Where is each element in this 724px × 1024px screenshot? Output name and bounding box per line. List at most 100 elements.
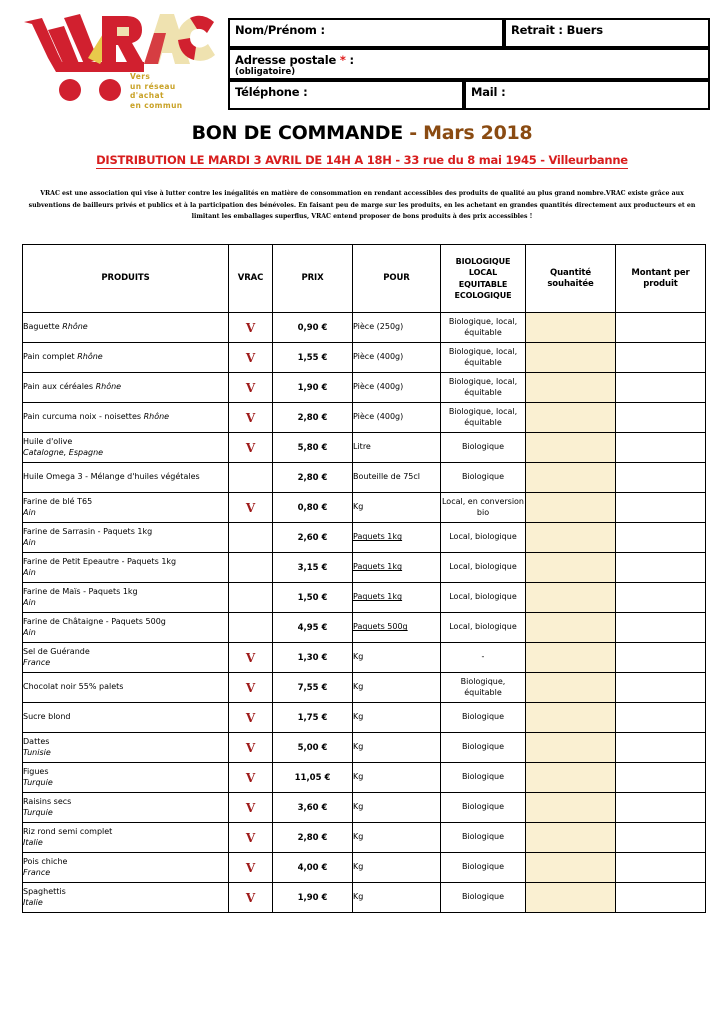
table-row: Pois chiche France V 4,00 € Kg Biologique [22,852,706,883]
cell-quantite-input[interactable] [525,432,616,463]
header-montant-line-1: Montant per [631,267,690,278]
cell-montant-input[interactable] [615,612,706,643]
cell-prix: 1,75 € [272,702,353,733]
cell-quantite-input[interactable] [525,372,616,403]
product-name: Pain complet [23,352,78,362]
cell-pour: Kg [352,702,441,733]
cell-quantite-input[interactable] [525,312,616,343]
cell-montant-input[interactable] [615,702,706,733]
cell-pour: Paquets 1kg [352,582,441,613]
cell-quantite-input[interactable] [525,552,616,583]
cell-montant-input[interactable] [615,402,706,433]
cell-produit: Raisins secs Turquie [22,792,229,823]
cell-montant-input[interactable] [615,642,706,673]
cell-pour: Kg [352,852,441,883]
cell-montant-input[interactable] [615,732,706,763]
header-pour: POUR [352,244,441,313]
cell-montant-input[interactable] [615,822,706,853]
cell-quantite-input[interactable] [525,762,616,793]
product-name: Figues [23,767,49,776]
logo-tagline: Vers un réseau d'achat en commun [130,72,183,110]
product-name: Farine de Maïs - Paquets 1kg [23,587,138,596]
table-row: Spaghettis Italie V 1,90 € Kg Biologique [22,882,706,913]
table-row: Riz rond semi complet Italie V 2,80 € Kg Biol… [22,822,706,853]
cell-quantite-input[interactable] [525,792,616,823]
cell-montant-input[interactable] [615,792,706,823]
cell-prix: 5,00 € [272,732,353,763]
cell-montant-input[interactable] [615,882,706,913]
cell-bio-label: Biologique [440,882,526,913]
document-header: Vers un réseau d'achat en commun Nom/Pré… [0,0,724,116]
field-adresse-postale[interactable]: Adresse postale * : (obligatoire) Quarti… [228,48,710,110]
cell-quantite-input[interactable] [525,702,616,733]
cell-montant-input[interactable] [615,372,706,403]
cell-quantite-input[interactable] [525,342,616,373]
cell-bio-label: Biologique, local, équitable [440,312,526,343]
cell-montant-input[interactable] [615,582,706,613]
table-row: Dattes Tunisie V 5,00 € Kg Biologique [22,732,706,763]
cell-montant-input[interactable] [615,522,706,553]
cell-vrac-mark: V [228,882,273,913]
table-row: Farine de Châtaigne - Paquets 500g Ain 4,9… [22,612,706,643]
cell-quantite-input[interactable] [525,882,616,913]
cell-montant-input[interactable] [615,432,706,463]
product-origin: Ain [23,627,36,637]
product-origin-inline: Rhône [62,322,88,332]
cell-quantite-input[interactable] [525,402,616,433]
cell-produit: Pain curcuma noix - noisettes Rhône [22,402,229,433]
cell-prix: 2,80 € [272,822,353,853]
product-origin: Italie [23,897,43,907]
product-origin: Italie [23,837,43,847]
cell-montant-input[interactable] [615,552,706,583]
product-name: Dattes [23,737,50,746]
header-prix: PRIX [272,244,353,313]
cell-montant-input[interactable] [615,852,706,883]
cell-montant-input[interactable] [615,462,706,493]
table-row: Farine de Sarrasin - Paquets 1kg Ain 2,60 … [22,522,706,553]
page-title-primary: BON DE COMMANDE [191,122,404,144]
cell-montant-input[interactable] [615,672,706,703]
cell-quantite-input[interactable] [525,582,616,613]
intro-paragraph: VRAC est une association qui vise à lutt… [28,190,696,220]
retrait-label: Retrait : Buers [511,23,603,37]
cell-produit: Sucre blond [22,702,229,733]
cell-quantite-input[interactable] [525,672,616,703]
product-name: Raisins secs [23,797,72,806]
cell-pour: Litre [352,432,441,463]
table-row: Farine de Petit Epeautre - Paquets 1kg Ai… [22,552,706,583]
cell-quantite-input[interactable] [525,822,616,853]
cell-pour: Kg [352,822,441,853]
product-name: Huile Omega 3 - Mélange d'huiles végétal… [23,472,200,482]
cell-pour: Bouteille de 75cl [352,462,441,493]
cell-montant-input[interactable] [615,762,706,793]
cell-montant-input[interactable] [615,342,706,373]
cell-produit: Pain complet Rhône [22,342,229,373]
cell-quantite-input[interactable] [525,522,616,553]
cell-montant-input[interactable] [615,312,706,343]
cell-vrac-mark: V [228,342,273,373]
field-nom-prenom[interactable]: Nom/Prénom : [228,18,504,48]
table-row: Pain complet Rhône V 1,55 € Pièce (400g) Bio… [22,342,706,373]
cell-produit: Sel de Guérande France [22,642,229,673]
cell-pour: Kg [352,882,441,913]
page-title: BON DE COMMANDE - Mars 2018 [0,122,724,144]
cell-quantite-input[interactable] [525,642,616,673]
field-retrait[interactable]: Retrait : Buers [504,18,710,48]
field-telephone[interactable]: Téléphone : [228,80,464,110]
cell-quantite-input[interactable] [525,492,616,523]
cell-montant-input[interactable] [615,492,706,523]
cell-bio-label: Biologique [440,762,526,793]
cell-vrac-mark [228,612,273,643]
cell-quantite-input[interactable] [525,852,616,883]
cell-bio-label: Local, biologique [440,582,526,613]
field-mail[interactable]: Mail : [464,80,710,110]
product-name: Pain aux céréales [23,382,96,392]
header-quantite-line-2: souhaitée [547,278,594,289]
cell-quantite-input[interactable] [525,732,616,763]
cell-quantite-input[interactable] [525,462,616,493]
cell-quantite-input[interactable] [525,612,616,643]
cell-pour: Pièce (250g) [352,312,441,343]
product-name: Farine de blé T65 [23,497,93,506]
cell-vrac-mark: V [228,402,273,433]
cell-prix: 5,80 € [272,432,353,463]
